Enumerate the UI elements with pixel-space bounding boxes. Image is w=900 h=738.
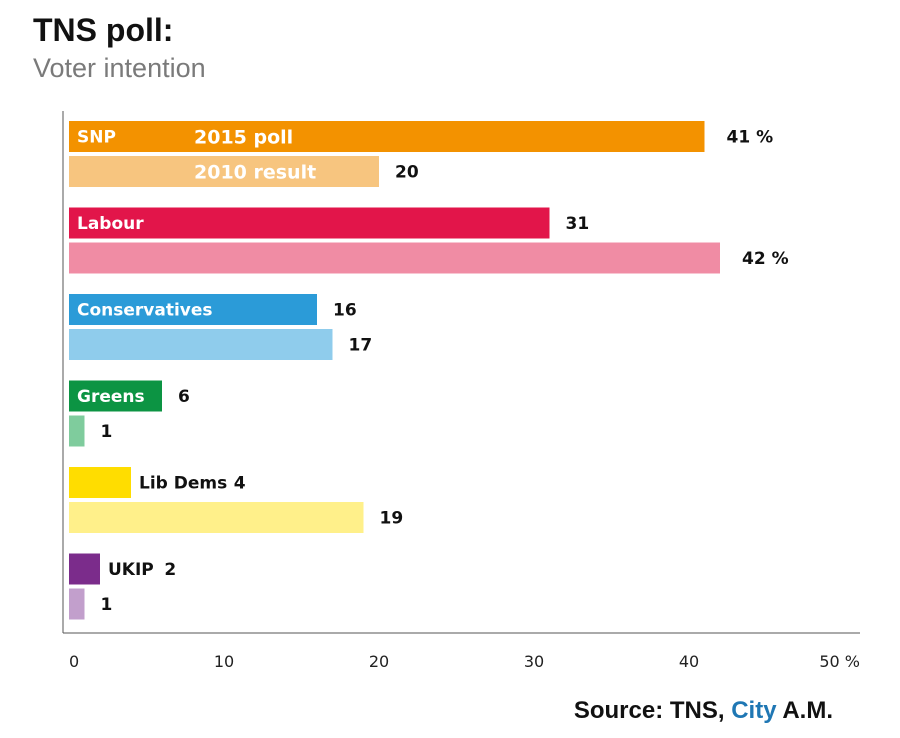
bar-conservatives-2010-result <box>69 329 333 360</box>
x-tick-label: 50 % <box>819 652 860 671</box>
category-label-conservatives: Conservatives <box>77 301 213 321</box>
value-label-snp-2010-result: 20 <box>395 163 419 183</box>
value-label-greens-2010-result: 1 <box>101 422 113 442</box>
value-label-lib-dems-2010-result: 19 <box>380 509 404 529</box>
category-label-labour: Labour <box>77 214 144 234</box>
x-tick-label: 40 <box>679 652 699 671</box>
bar-ukip-2010-result <box>69 588 85 620</box>
category-label-ukip: UKIP <box>108 560 154 580</box>
category-label-snp: SNP <box>77 128 116 148</box>
value-label-labour-2010-result: 42 % <box>742 249 789 269</box>
bar-ukip-2015-poll <box>69 553 100 585</box>
x-tick-label: 10 <box>214 652 234 671</box>
bar-snp-2010-result <box>69 156 379 187</box>
chart-subtitle: Voter intention <box>33 53 206 83</box>
value-label-lib-dems-2015-poll: 4 <box>234 474 246 494</box>
x-tick-label: 0 <box>69 652 79 671</box>
legend-2015-poll: 2015 poll <box>194 127 293 149</box>
chart-title: TNS poll: <box>33 12 174 48</box>
value-label-greens-2015-poll: 6 <box>178 387 190 407</box>
value-label-ukip-2010-result: 1 <box>101 595 113 615</box>
bar-greens-2010-result <box>69 415 85 447</box>
bar-labour-2010-result <box>69 242 720 274</box>
source-note: Source: TNS, City A.M. <box>574 697 833 725</box>
value-label-conservatives-2010-result: 17 <box>349 336 373 356</box>
x-tick-label: 30 <box>524 652 544 671</box>
category-label-lib-dems: Lib Dems <box>139 474 227 494</box>
source-suffix: A.M. <box>782 697 833 724</box>
bar-greens-2015-poll <box>69 380 162 412</box>
bar-lib-dems-2010-result <box>69 502 364 533</box>
bar-snp-2015-poll <box>69 121 705 152</box>
value-label-snp-2015-poll: 41 % <box>727 128 774 148</box>
x-tick-label: 20 <box>369 652 389 671</box>
legend-2010-result: 2010 result <box>194 162 316 184</box>
value-label-labour-2015-poll: 31 <box>566 214 590 234</box>
value-label-ukip-2015-poll: 2 <box>164 560 176 580</box>
bar-lib-dems-2015-poll <box>69 467 131 498</box>
source-prefix: Source: TNS, <box>573 697 725 724</box>
value-label-conservatives-2015-poll: 16 <box>333 301 357 321</box>
bar-labour-2015-poll <box>69 207 550 239</box>
bar-conservatives-2015-poll <box>69 294 317 325</box>
source-brand: City <box>731 697 777 724</box>
category-label-greens: Greens <box>77 387 145 407</box>
